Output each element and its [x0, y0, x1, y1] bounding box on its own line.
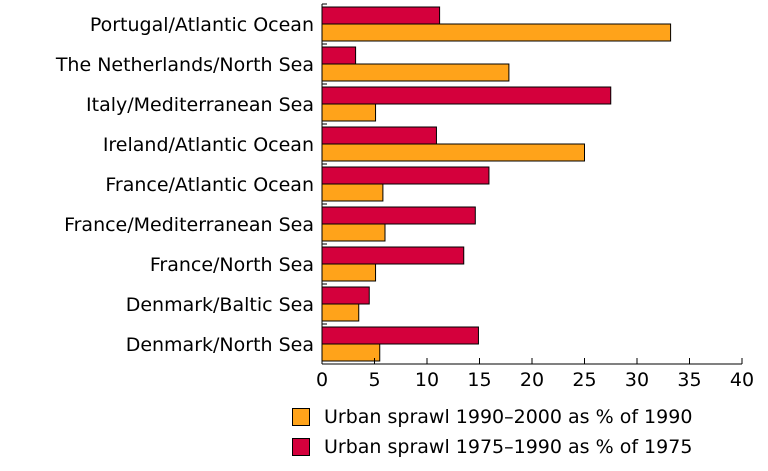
- bars-group: [321, 6, 672, 362]
- bar-1990-2000: [321, 343, 381, 362]
- bar-1990-2000: [321, 23, 672, 42]
- x-tick-label: 10: [415, 369, 439, 391]
- category-label: Denmark/North Sea: [126, 334, 314, 356]
- x-tick-label: 5: [368, 369, 380, 391]
- bar-1990-2000: [321, 63, 510, 82]
- legend-swatch-red: [292, 438, 310, 456]
- x-ticks: 0 5 10 15 20 25 30 35 40: [316, 358, 754, 391]
- category-label: Italy/Mediterranean Sea: [86, 94, 314, 116]
- x-tick-label: 0: [316, 369, 328, 391]
- x-tick-label: 15: [467, 369, 491, 391]
- bar-1975-1990: [321, 6, 441, 25]
- bar-1990-2000: [321, 103, 377, 122]
- bar-1990-2000: [321, 223, 386, 242]
- bar-1990-2000: [321, 143, 585, 162]
- legend-swatch-orange: [292, 408, 310, 426]
- category-label: Ireland/Atlantic Ocean: [103, 134, 314, 156]
- bar-1990-2000: [321, 263, 377, 282]
- legend-item: Urban sprawl 1990–2000 as % of 1990: [292, 402, 692, 432]
- bar-1975-1990: [321, 166, 490, 185]
- bar-1975-1990: [321, 126, 437, 145]
- x-tick-label: 30: [625, 369, 649, 391]
- bar-1990-2000: [321, 183, 384, 202]
- bar-1975-1990: [321, 246, 465, 265]
- bar-chart: Portugal/Atlantic Ocean The Netherlands/N…: [55, 3, 754, 391]
- y-ticks: [322, 3, 327, 365]
- legend-label: Urban sprawl 1975–1990 as % of 1975: [324, 436, 693, 458]
- x-tick-label: 40: [730, 369, 754, 391]
- x-tick-label: 25: [572, 369, 596, 391]
- legend-label: Urban sprawl 1990–2000 as % of 1990: [324, 406, 693, 428]
- bar-1975-1990: [321, 206, 476, 225]
- category-label: Portugal/Atlantic Ocean: [90, 14, 314, 36]
- category-label: France/Mediterranean Sea: [64, 214, 314, 236]
- bar-1975-1990: [321, 46, 357, 65]
- category-label: The Netherlands/North Sea: [55, 54, 314, 76]
- category-label: France/North Sea: [150, 254, 314, 276]
- category-label: France/Atlantic Ocean: [105, 174, 314, 196]
- category-labels: Portugal/Atlantic Ocean The Netherlands/N…: [55, 14, 314, 356]
- category-label: Denmark/Baltic Sea: [126, 294, 314, 316]
- x-tick-label: 20: [520, 369, 544, 391]
- bar-1990-2000: [321, 303, 360, 322]
- x-tick-label: 35: [677, 369, 701, 391]
- bar-1975-1990: [321, 86, 612, 105]
- bar-1975-1990: [321, 286, 370, 305]
- legend: Urban sprawl 1990–2000 as % of 1990 Urba…: [292, 402, 692, 462]
- legend-item: Urban sprawl 1975–1990 as % of 1975: [292, 432, 692, 462]
- bar-1975-1990: [321, 326, 479, 345]
